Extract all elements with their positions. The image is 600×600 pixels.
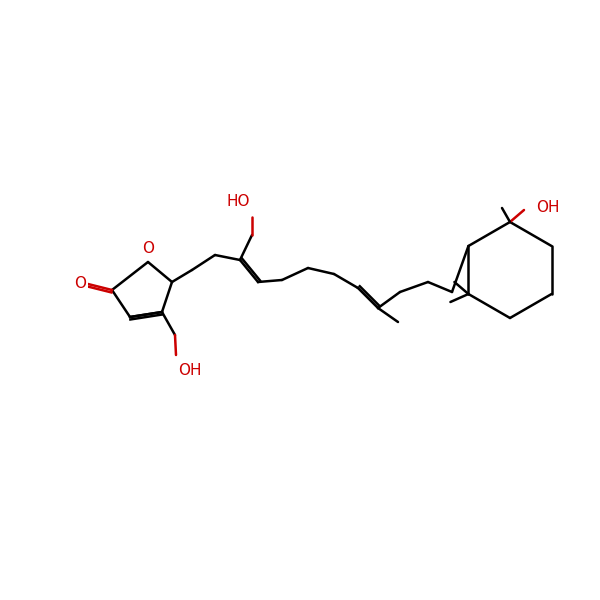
Text: O: O [74, 275, 86, 290]
Text: OH: OH [178, 363, 202, 378]
Text: O: O [142, 241, 154, 256]
Text: HO: HO [227, 194, 250, 209]
Text: OH: OH [536, 200, 560, 215]
